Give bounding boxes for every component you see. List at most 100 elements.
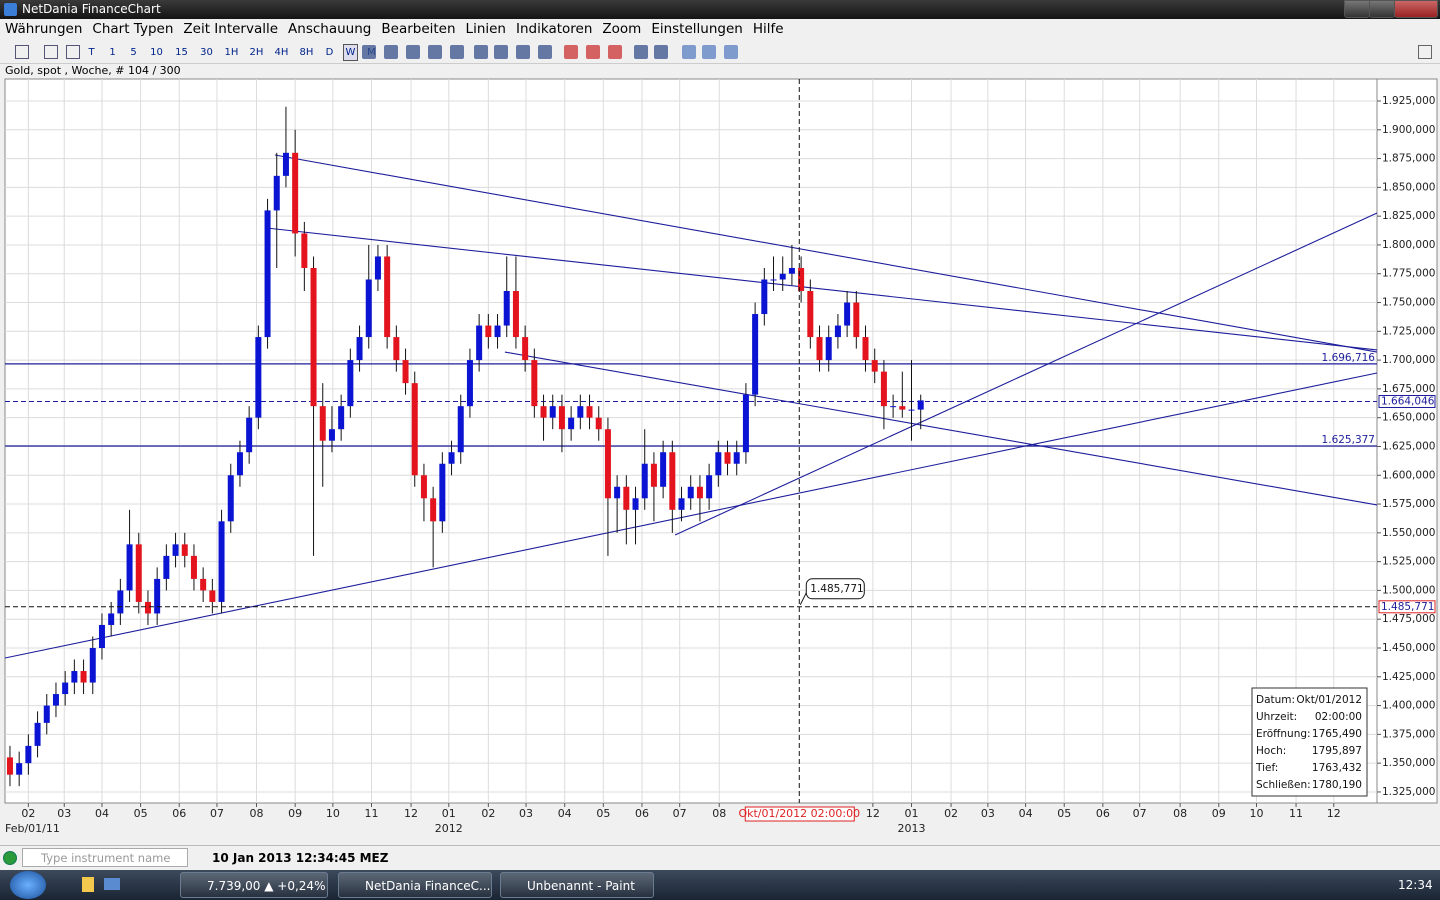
candle-body (98, 624, 105, 648)
candle-body (420, 475, 427, 499)
x-tick-label: 11 (1289, 807, 1303, 820)
candle-body (89, 647, 96, 683)
x-tick-label: 03 (519, 807, 533, 820)
interval-button[interactable]: 30 (200, 47, 213, 58)
current-price-label: 1.664,046 (1381, 396, 1435, 408)
candle-body (52, 694, 59, 706)
menu-item[interactable]: Chart Typen (92, 21, 174, 37)
title-bar: NetDania FinanceChart (0, 0, 1440, 19)
taskbar-item[interactable]: Unbenannt - Paint (500, 872, 654, 898)
tool-icon[interactable] (702, 45, 716, 59)
y-tick-label: 1.650,000 (1382, 412, 1435, 424)
candle-body (172, 544, 179, 556)
current-price-box (1378, 395, 1436, 409)
start-button[interactable] (10, 871, 46, 899)
candle-body (457, 406, 464, 453)
tool-icon[interactable] (654, 45, 668, 59)
candle-body (319, 406, 326, 441)
close-button[interactable] (1394, 0, 1438, 18)
menu-item[interactable]: Linien (465, 21, 506, 37)
menu-item[interactable]: Anschauung (288, 21, 372, 37)
y-tick-label: 1.925,000 (1382, 95, 1435, 107)
candle-body (255, 337, 262, 418)
candle-body (108, 613, 115, 625)
menu-item[interactable]: Hilfe (752, 21, 784, 37)
candle-body (779, 273, 786, 280)
interval-button[interactable]: D (325, 47, 334, 58)
x-tick-label: 05 (134, 807, 148, 820)
menu-item[interactable]: Indikatoren (516, 21, 593, 37)
candle-body (16, 763, 23, 775)
interval-button[interactable]: 8H (299, 47, 314, 58)
menu-item[interactable]: Zeit Intervalle (183, 21, 279, 37)
tool-icon[interactable] (634, 45, 648, 59)
cursor-date-label: Okt/01/2012 02:00:00 (738, 807, 860, 820)
interval-button[interactable]: W (343, 44, 358, 61)
candle-body (512, 291, 519, 338)
info-value: Okt/01/2012 (1296, 694, 1362, 706)
y-tick-label: 1.525,000 (1382, 556, 1435, 568)
status-bar: Type instrument name 10 Jan 2013 12:34:4… (0, 845, 1440, 871)
minimize-button[interactable] (1344, 0, 1370, 18)
maximize-button[interactable] (1369, 0, 1395, 18)
candle-body (503, 291, 510, 326)
y-tick-label: 1.675,000 (1382, 383, 1435, 395)
candle-body (706, 475, 713, 499)
tool-icon[interactable] (494, 45, 508, 59)
interval-button[interactable]: 1H (224, 47, 239, 58)
candle-body (522, 337, 529, 361)
tool-icon[interactable] (406, 45, 420, 59)
candle-body (264, 210, 271, 338)
explorer-icon[interactable] (82, 877, 94, 892)
menu-item[interactable]: Bearbeiten (381, 21, 456, 37)
tool-icon[interactable] (362, 45, 376, 59)
interval-button[interactable]: 15 (175, 47, 188, 58)
tool-icon[interactable] (682, 45, 696, 59)
y-tick-label: 1.850,000 (1382, 181, 1435, 193)
candle-body (163, 555, 170, 579)
tool-icon[interactable] (428, 45, 442, 59)
desktop-icon[interactable] (104, 878, 120, 890)
candle-body (733, 452, 740, 464)
tool-icon[interactable] (538, 45, 552, 59)
y-tick-label: 1.775,000 (1382, 268, 1435, 280)
tool-icon[interactable] (586, 45, 600, 59)
interval-button[interactable]: 10 (150, 47, 163, 58)
chart-type-icon[interactable] (44, 45, 58, 59)
tool-icon[interactable] (564, 45, 578, 59)
menu-item[interactable]: Zoom (602, 21, 642, 37)
x-tick-label: 12 (404, 807, 418, 820)
candle-body (614, 486, 621, 499)
taskbar-item[interactable]: NetDania FinanceC... (338, 872, 492, 898)
tool-icon[interactable] (474, 45, 488, 59)
candle-body (466, 360, 473, 407)
interval-button[interactable]: 5 (130, 47, 137, 58)
y-tick-label: 1.350,000 (1382, 757, 1435, 769)
info-value: 02:00:00 (1315, 711, 1362, 723)
tool-icon[interactable] (384, 45, 398, 59)
panel-toggle[interactable] (1418, 45, 1432, 59)
info-value: 1763,432 (1312, 762, 1362, 774)
tool-icon[interactable] (516, 45, 530, 59)
interval-button[interactable]: 1 (109, 47, 116, 58)
candle-body (273, 175, 280, 211)
x-tick-label: 03 (57, 807, 71, 820)
instrument-search[interactable]: Type instrument name (22, 848, 188, 867)
cursor-date-box (744, 806, 855, 822)
tool-icon[interactable] (608, 45, 622, 59)
taskbar-item[interactable]: 7.739,00 ▲ +0,24% |... (180, 872, 328, 898)
interval-button[interactable]: 2H (249, 47, 264, 58)
menu-item[interactable]: Einstellungen (651, 21, 743, 37)
interval-button[interactable]: T (88, 47, 95, 58)
chart-type-icon[interactable] (15, 45, 29, 59)
tool-icon[interactable] (724, 45, 738, 59)
y-tick-label: 1.625,000 (1382, 440, 1435, 452)
interval-button[interactable]: 4H (274, 47, 289, 58)
tool-icon[interactable] (450, 45, 464, 59)
info-key: Uhrzeit: (1256, 711, 1297, 723)
chart-type-icon[interactable] (66, 45, 80, 59)
x-tick-label: 08 (1173, 807, 1187, 820)
menu-item[interactable]: Währungen (5, 21, 83, 37)
candle-body (384, 256, 391, 338)
cursor-price-box (1378, 600, 1436, 614)
